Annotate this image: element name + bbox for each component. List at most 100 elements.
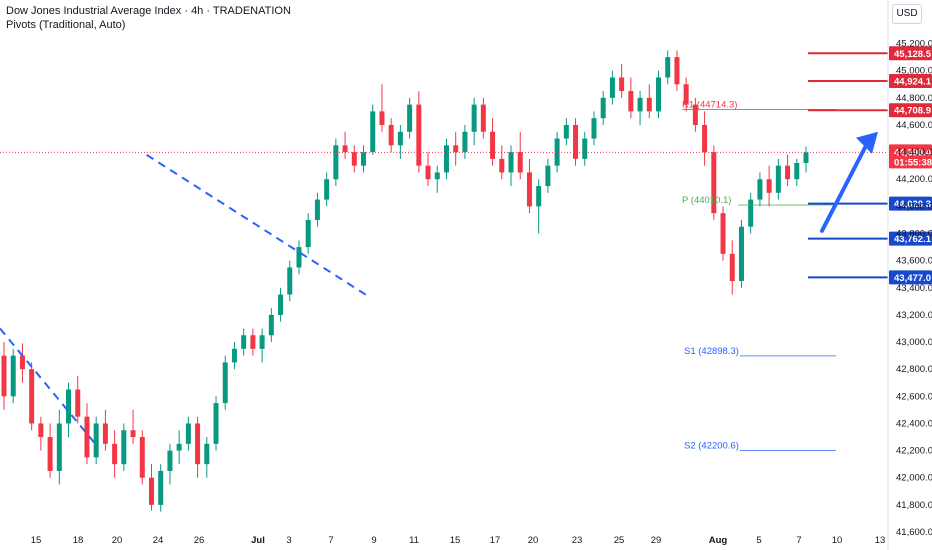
pivot-label: R1 (44714.3): [682, 99, 737, 110]
candle-body: [434, 172, 440, 180]
arrow-shaft: [820, 139, 870, 233]
price-tick-label: 43,400.0: [896, 283, 932, 294]
candle-body: [139, 437, 145, 478]
candle-body: [766, 179, 772, 193]
candle-body: [342, 145, 348, 153]
candle-body: [324, 179, 330, 200]
candle-body: [619, 77, 625, 92]
candle-body: [582, 138, 588, 159]
price-tag: [889, 144, 932, 169]
candle-body: [130, 430, 136, 438]
level-tag: [889, 270, 932, 285]
bullish-arrow: [820, 131, 878, 233]
chart-title: Dow Jones Industrial Average Index · 4h …: [6, 5, 291, 17]
price-tick-label: 41,600.0: [896, 527, 932, 538]
candle-body: [729, 253, 735, 281]
level-tag-label: 44,924.1: [894, 77, 932, 88]
candle-body: [19, 355, 25, 370]
candle-body: [628, 91, 634, 112]
time-tick-label: 10: [832, 535, 843, 546]
candle-body: [563, 124, 569, 139]
candle-body: [351, 152, 357, 166]
candle-body: [296, 247, 302, 268]
price-tick-label: 43,200.0: [896, 310, 932, 321]
candle-body: [259, 335, 265, 349]
time-tick-label: 23: [572, 535, 583, 546]
candle-body: [379, 111, 385, 125]
candle-body: [47, 437, 53, 471]
time-tick-label: 20: [528, 535, 539, 546]
indicator-label[interactable]: Pivots (Traditional, Auto): [6, 19, 126, 31]
candle-body: [158, 470, 164, 505]
countdown-label: 01:55:38: [894, 157, 932, 168]
candle-body: [600, 97, 606, 119]
candle-body: [490, 131, 496, 159]
time-tick-label: 25: [614, 535, 625, 546]
candle-body: [674, 57, 680, 85]
candle-body: [10, 355, 16, 397]
pivot-label: S2 (42200.6): [684, 441, 739, 452]
candle-body: [545, 165, 551, 187]
candle-body: [222, 362, 228, 404]
candle-body: [84, 416, 90, 458]
candle-body: [112, 443, 118, 465]
candle-body: [121, 430, 127, 465]
candle-body: [499, 158, 505, 173]
candle-body: [656, 77, 662, 112]
candle-body: [361, 152, 367, 166]
candle-body: [1, 355, 7, 397]
candle-body: [803, 152, 809, 163]
candle-body: [748, 199, 754, 227]
time-tick-label: 24: [153, 535, 164, 546]
time-tick-label: 9: [371, 535, 376, 546]
trendline: [146, 153, 371, 299]
candle-body: [471, 104, 477, 132]
time-tick-label: 5: [756, 535, 761, 546]
candle-body: [176, 443, 182, 451]
candle-body: [757, 179, 763, 200]
price-tick-label: 45,000.0: [896, 66, 932, 77]
time-tick-label: 26: [194, 535, 205, 546]
time-tick-label: 7: [796, 535, 801, 546]
candle-body: [370, 111, 376, 153]
candle-body: [102, 423, 108, 444]
candle-body: [526, 172, 532, 207]
candle-body: [443, 145, 449, 173]
price-tick-label: 41,800.0: [896, 500, 932, 511]
candle-body: [536, 186, 542, 207]
candle-body: [195, 423, 201, 465]
candle-body: [75, 389, 81, 417]
candle-body: [692, 104, 698, 125]
candle-body: [397, 131, 403, 146]
price-tick-label: 43,800.0: [896, 229, 932, 240]
candle-body: [388, 124, 394, 146]
candle-body: [517, 152, 523, 173]
level-tag-label: 45,128.5: [894, 49, 932, 60]
candle-body: [794, 162, 800, 180]
candle-body: [185, 423, 191, 444]
level-tag: [889, 231, 932, 246]
candle-body: [213, 403, 219, 444]
price-tick-label: 43,600.0: [896, 256, 932, 267]
price-tick-label: 42,800.0: [896, 364, 932, 375]
candle-body: [66, 389, 72, 424]
candle-body: [268, 314, 274, 336]
time-tick-label: 15: [450, 535, 461, 546]
price-tick-label: 42,200.0: [896, 446, 932, 457]
candle-body: [241, 335, 247, 349]
candle-body: [278, 294, 284, 315]
currency-button[interactable]: USD: [892, 4, 922, 24]
price-tick-label: 44,200.0: [896, 174, 932, 185]
candle-body: [462, 131, 468, 153]
candle-body: [305, 219, 311, 248]
candlestick-series: [1, 50, 809, 512]
candle-body: [683, 84, 689, 105]
candle-body: [167, 450, 173, 471]
level-tag-label: 43,762.1: [894, 234, 932, 245]
candle-body: [148, 477, 154, 505]
arrow-head: [856, 131, 878, 154]
time-tick-label: Aug: [709, 535, 728, 546]
price-tick-label: 45,200.0: [896, 39, 932, 50]
price-tick-label: 44,600.0: [896, 120, 932, 131]
